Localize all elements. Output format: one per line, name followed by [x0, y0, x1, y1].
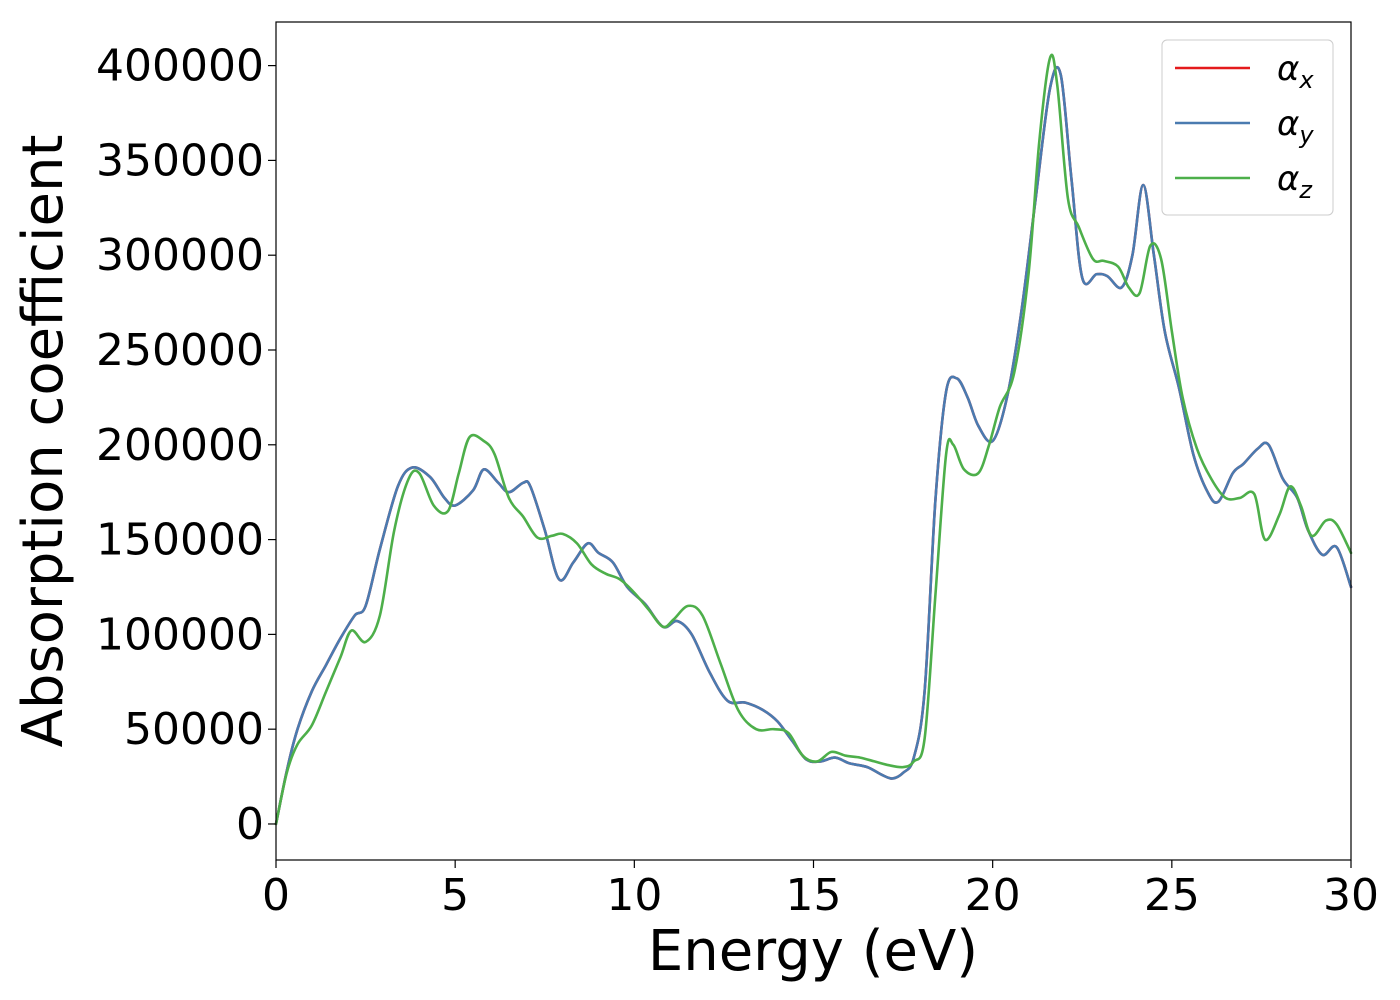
legend-label-y: αy	[1277, 104, 1314, 149]
x-tick-label: 30	[1323, 870, 1379, 921]
x-tick-label: 15	[786, 870, 842, 921]
y-tick-label: 250000	[96, 325, 264, 376]
x-tick-label: 5	[441, 870, 469, 921]
series-line-z	[274, 53, 1353, 826]
y-tick-label: 300000	[96, 230, 264, 281]
y-tick-label: 200000	[96, 420, 264, 471]
x-axis-label: Energy (eV)	[648, 919, 978, 984]
series-line-y	[274, 65, 1353, 826]
legend-label-z: αz	[1277, 159, 1313, 204]
x-tick-label: 20	[965, 870, 1021, 921]
legend-box	[1161, 39, 1334, 216]
legend-label-x: αx	[1277, 49, 1314, 94]
y-tick-label: 100000	[96, 609, 264, 660]
series-lines	[274, 53, 1353, 826]
x-tick-label: 25	[1144, 870, 1200, 921]
x-axis-ticks: 0 5 10 15 20 25 30	[262, 860, 1379, 921]
y-tick-label: 150000	[96, 515, 264, 566]
y-tick-label: 50000	[124, 704, 264, 755]
x-tick-label: 10	[606, 870, 662, 921]
y-axis-label: Absorption coefficient	[11, 135, 76, 748]
y-tick-label: 0	[236, 799, 264, 850]
y-axis-ticks: 0 50000 100000 150000 200000 250000 300000 3500…	[96, 41, 276, 850]
x-tick-label: 0	[262, 870, 290, 921]
legend: αx αy αz	[1161, 39, 1334, 216]
y-tick-label: 400000	[96, 41, 264, 92]
y-tick-label: 350000	[96, 135, 264, 186]
